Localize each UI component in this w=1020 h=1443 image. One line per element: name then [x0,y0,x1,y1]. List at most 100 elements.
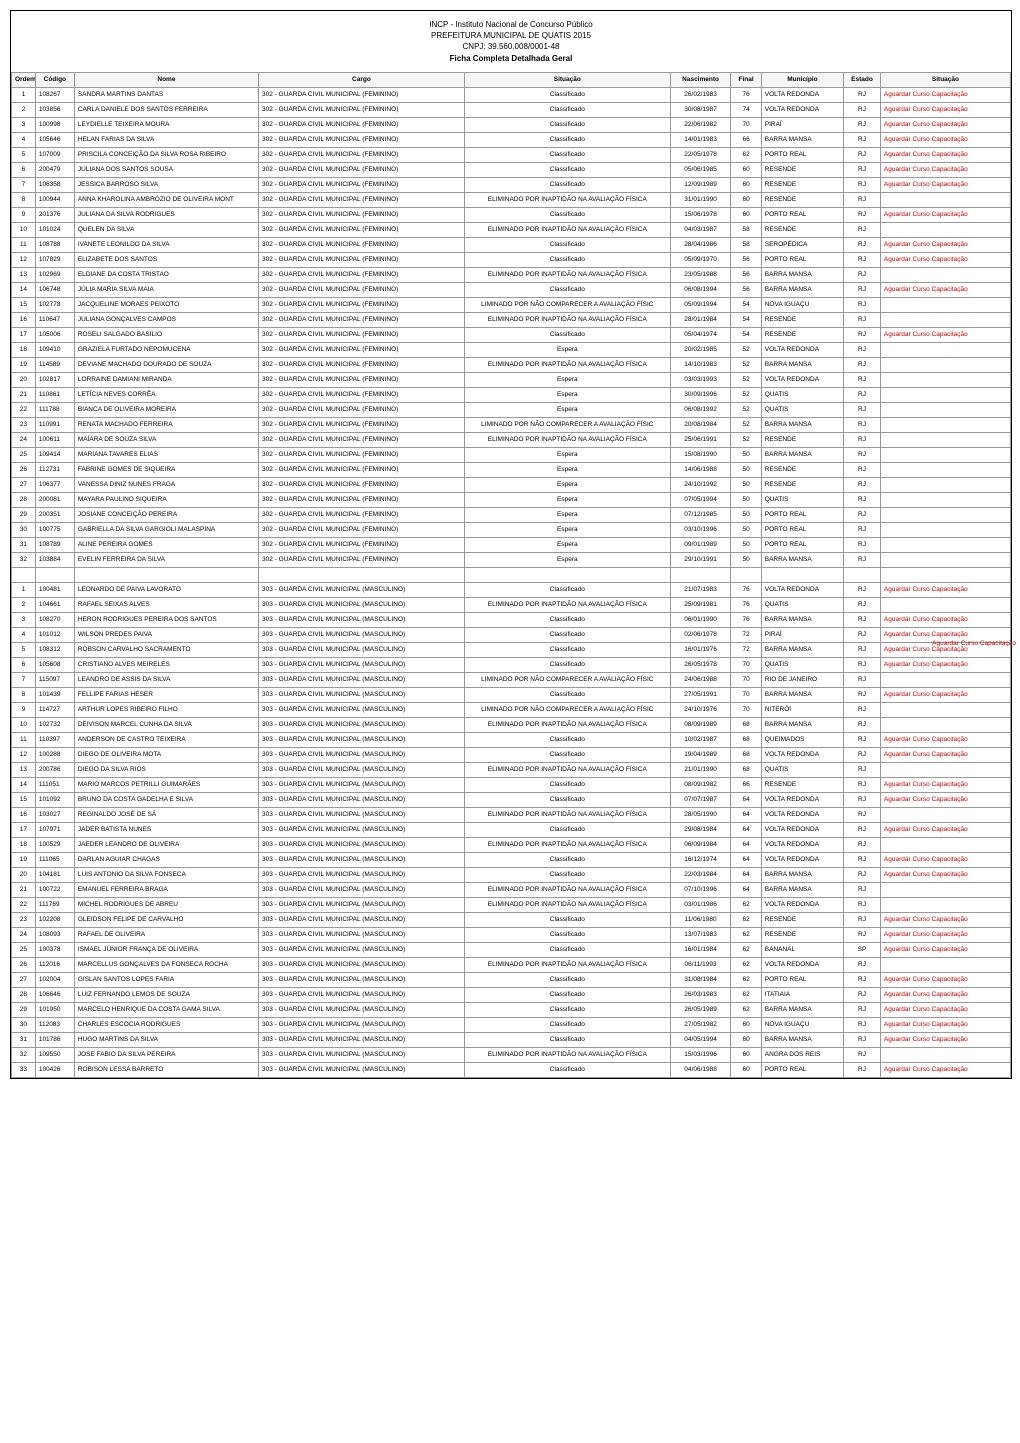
cell: Classificado [464,627,670,642]
cell: 52 [731,357,761,372]
cell: Classificado [464,177,670,192]
cell: BARRA MANSA [761,1032,843,1047]
cell: 62 [731,972,761,987]
cell [880,897,1010,912]
cell: 16/12/1974 [670,852,731,867]
col-final: Final [731,72,761,87]
table-row: 13200786DIEGO DA SILVA RIOS303 - GUARDA … [12,762,1011,777]
cell: BARRA MANSA [761,1002,843,1017]
cell: 108312 [35,642,74,657]
table-row: 14106748JÚLIA MARIA SILVA MAIA302 - GUAR… [12,282,1011,297]
cell: 22/03/1984 [670,867,731,882]
cell: Classificado [464,642,670,657]
cell: ITATIAIA [761,987,843,1002]
cell: 31 [12,537,36,552]
cell: 27/05/1991 [670,687,731,702]
cell: 114589 [35,357,74,372]
cell: 201376 [35,207,74,222]
cell: 200786 [35,762,74,777]
cell: 302 - GUARDA CIVIL MUNICIPAL (FEMININO) [259,507,465,522]
table-row: 3100998LEYDIELLE TEIXEIRA MOURA302 - GUA… [12,117,1011,132]
cell: RJ [844,717,881,732]
cell: RJ [844,657,881,672]
cell: 108788 [35,237,74,252]
cell: SANDRA MARTINS DANTAS [74,87,258,102]
cell: LEONARDO DE PAIVA LAVORATO [74,582,258,597]
cell: 101012 [35,627,74,642]
cell: 50 [731,477,761,492]
cell: Classificado [464,972,670,987]
cell: RJ [844,282,881,297]
cell: RJ [844,237,881,252]
cell: Classificado [464,927,670,942]
cell: ELIMINADO POR INAPTIDÃO NA AVALIAÇÃO FÍS… [464,837,670,852]
cell: 60 [731,1032,761,1047]
cell: 76 [731,582,761,597]
cell: ROBISON LESSA BARRETO [74,1062,258,1077]
cell: 111769 [35,897,74,912]
cell: BARRA MANSA [761,687,843,702]
cell: 06/11/1993 [670,957,731,972]
cell: 200351 [35,507,74,522]
cell: RJ [844,612,881,627]
cell: QUATIS [761,402,843,417]
cell: VOLTA REDONDA [761,792,843,807]
cell: 106646 [35,987,74,1002]
cell: 111051 [35,777,74,792]
cell: BARRA MANSA [761,417,843,432]
cell: 302 - GUARDA CIVIL MUNICIPAL (FEMININO) [259,402,465,417]
cell: 70 [731,117,761,132]
cell: 52 [731,372,761,387]
cell: RJ [844,312,881,327]
cell: 52 [731,402,761,417]
cell: Aguardar Curso Capacitação [880,612,1010,627]
cell: 303 - GUARDA CIVIL MUNICIPAL (MASCULINO) [259,747,465,762]
table-row: 4105646HELAN FARIAS DA SILVA302 - GUARDA… [12,132,1011,147]
cell: ARTHUR LOPES RIBEIRO FILHO [74,702,258,717]
cell: 302 - GUARDA CIVIL MUNICIPAL (FEMININO) [259,237,465,252]
table-row: 8100944ANNA KHAROLINA AMBRÓZIO DE OLIVEI… [12,192,1011,207]
cell: 303 - GUARDA CIVIL MUNICIPAL (MASCULINO) [259,612,465,627]
cell: 30/08/1987 [670,102,731,117]
cell: 31 [12,1032,36,1047]
cell: ROSELI SALGADO BASILIO [74,327,258,342]
cell: 2 [12,597,36,612]
cell: RJ [844,1017,881,1032]
cell: RJ [844,177,881,192]
cell: Classificado [464,117,670,132]
cell: 23/05/1988 [670,267,731,282]
cell: RJ [844,702,881,717]
cell: 62 [731,987,761,1002]
cell [880,312,1010,327]
table-row: 27102004GISLAN SANTOS LOPES FARIA303 - G… [12,972,1011,987]
cell: ELIMINADO POR INAPTIDÃO NA AVALIAÇÃO FÍS… [464,357,670,372]
cell: 107829 [35,252,74,267]
cell: 05/09/1970 [670,252,731,267]
cell: 05/09/1994 [670,297,731,312]
table-row: 3108270HERON RODRIGUES PEREIRA DOS SANTO… [12,612,1011,627]
cell: 5 [12,642,36,657]
cell: Classificado [464,147,670,162]
cell: Espera [464,477,670,492]
cell [880,417,1010,432]
cell: 06/09/1984 [670,837,731,852]
cell: Aguardar Curso Capacitação [880,582,1010,597]
cell [880,342,1010,357]
table-row: 30112083CHARLES ESCOCIA RODRIGUES303 - G… [12,1017,1011,1032]
cell: Espera [464,507,670,522]
table-row: 32109550JOSE FABIO DA SILVA PEREIRA303 -… [12,1047,1011,1062]
cell: RJ [844,672,881,687]
cell: Aguardar Curso Capacitação [880,282,1010,297]
table-row: 18100529JAEDER LEANDRO DE OLIVEIRA303 - … [12,837,1011,852]
cell: 15/08/1990 [670,447,731,462]
cell: 109414 [35,447,74,462]
cell: 100611 [35,432,74,447]
cell: RAFAEL DE OLIVEIRA [74,927,258,942]
cell: MARCELLUS GONÇALVES DA FONSECA ROCHA [74,957,258,972]
cell: RJ [844,732,881,747]
cell: RJ [844,372,881,387]
table-row: 20102817LORRAINE DAMIANI MIRANDA302 - GU… [12,372,1011,387]
cell: 15 [12,297,36,312]
cell: RESENDE [761,312,843,327]
cell: RJ [844,1062,881,1077]
